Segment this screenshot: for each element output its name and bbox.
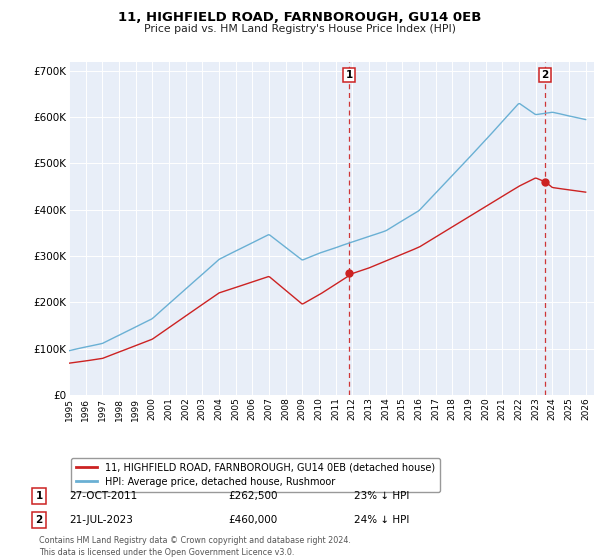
Text: 27-OCT-2011: 27-OCT-2011 xyxy=(69,491,137,501)
Text: 1: 1 xyxy=(35,491,43,501)
Text: Contains HM Land Registry data © Crown copyright and database right 2024.
This d: Contains HM Land Registry data © Crown c… xyxy=(39,536,351,557)
Text: 23% ↓ HPI: 23% ↓ HPI xyxy=(354,491,409,501)
Text: 21-JUL-2023: 21-JUL-2023 xyxy=(69,515,133,525)
Text: £460,000: £460,000 xyxy=(228,515,277,525)
Text: 2: 2 xyxy=(35,515,43,525)
Text: 11, HIGHFIELD ROAD, FARNBOROUGH, GU14 0EB: 11, HIGHFIELD ROAD, FARNBOROUGH, GU14 0E… xyxy=(118,11,482,24)
Text: 1: 1 xyxy=(346,70,353,80)
Legend: 11, HIGHFIELD ROAD, FARNBOROUGH, GU14 0EB (detached house), HPI: Average price, : 11, HIGHFIELD ROAD, FARNBOROUGH, GU14 0E… xyxy=(71,458,440,492)
Text: Price paid vs. HM Land Registry's House Price Index (HPI): Price paid vs. HM Land Registry's House … xyxy=(144,24,456,34)
Text: 24% ↓ HPI: 24% ↓ HPI xyxy=(354,515,409,525)
Text: 2: 2 xyxy=(541,70,548,80)
Text: £262,500: £262,500 xyxy=(228,491,277,501)
